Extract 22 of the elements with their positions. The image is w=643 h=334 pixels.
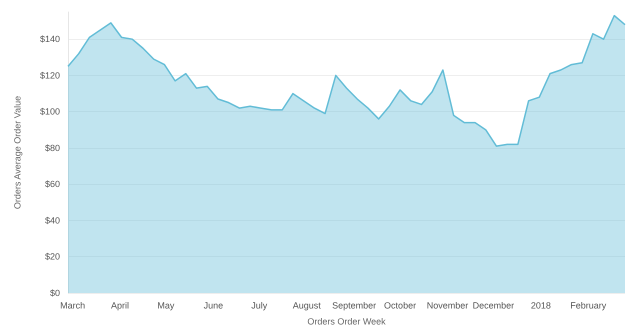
y-tick-label: $0 bbox=[50, 288, 60, 298]
y-tick-label: $80 bbox=[44, 142, 60, 153]
y-tick-label: $100 bbox=[40, 106, 60, 117]
x-tick-label: December bbox=[472, 300, 514, 310]
x-tick-label: April bbox=[111, 300, 130, 310]
y-axis-title: Orders Average Order Value bbox=[12, 96, 22, 210]
x-tick-label: September bbox=[332, 300, 376, 310]
x-tick-label: February bbox=[570, 300, 607, 310]
y-tick-label: $120 bbox=[40, 70, 60, 80]
x-tick-label: March bbox=[60, 300, 86, 310]
y-tick-label: $140 bbox=[40, 34, 60, 44]
x-tick-label: October bbox=[384, 300, 416, 310]
y-tick-label: $40 bbox=[44, 215, 60, 226]
x-tick-label: May bbox=[157, 300, 175, 310]
y-tick-label: $60 bbox=[44, 179, 60, 190]
x-tick-label: June bbox=[204, 300, 224, 310]
x-axis-title: Orders Order Week bbox=[307, 316, 386, 326]
x-tick-label: 2018 bbox=[530, 300, 551, 310]
y-tick-label: $20 bbox=[44, 252, 60, 262]
x-tick-label: July bbox=[251, 300, 268, 310]
x-tick-label: August bbox=[292, 300, 322, 310]
x-tick-label: November bbox=[426, 300, 468, 310]
